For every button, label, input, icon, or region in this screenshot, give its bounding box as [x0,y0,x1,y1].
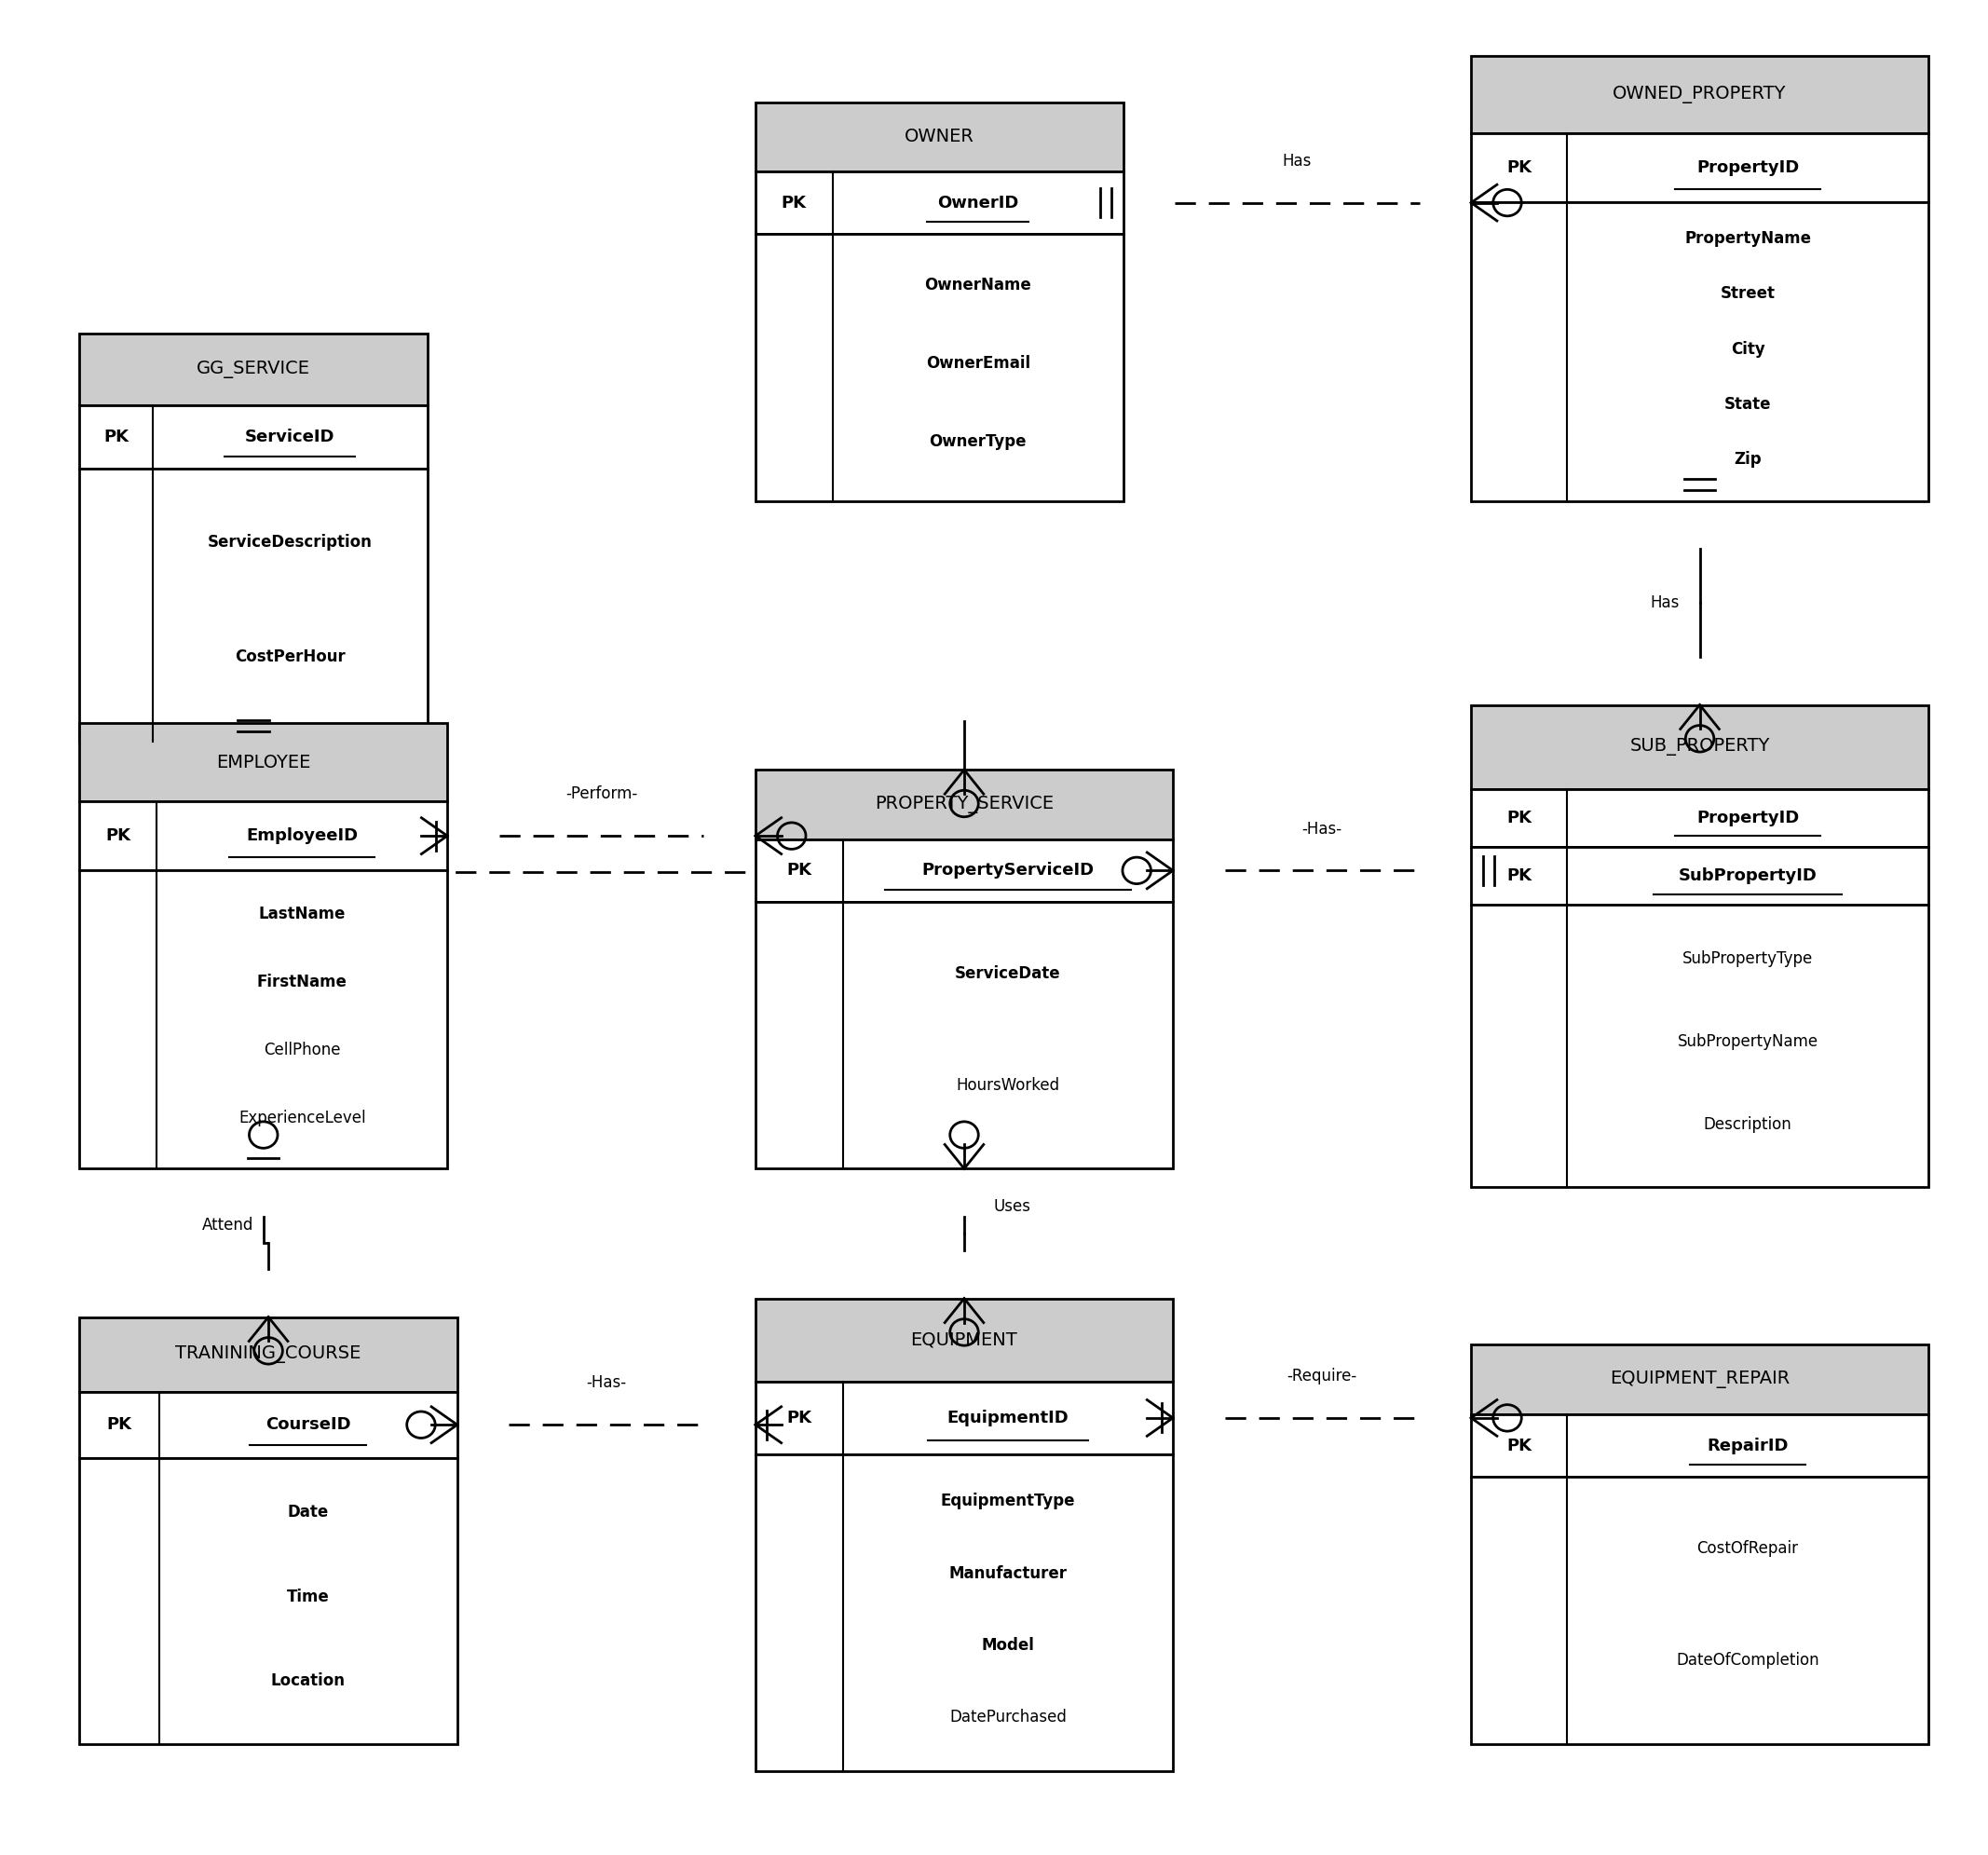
Bar [755,1382,1173,1454]
Text: SubPropertyType: SubPropertyType [1682,950,1813,966]
Text: Location: Location [270,1671,346,1690]
Text: ExperienceLevel: ExperienceLevel [239,1109,366,1126]
Bar [1471,848,1928,905]
Text: PK: PK [781,195,807,211]
Text: SubPropertyName: SubPropertyName [1678,1033,1819,1050]
Text: PK: PK [103,429,129,445]
Bar [1471,56,1928,134]
Text: PropertyID: PropertyID [1696,811,1799,827]
Text: EquipmentID: EquipmentID [946,1410,1070,1426]
Text: Time: Time [286,1588,330,1605]
Text: CellPhone: CellPhone [264,1043,340,1059]
Bar [80,723,447,801]
Bar [80,1458,457,1744]
Text: OwnerType: OwnerType [928,434,1026,451]
Text: PK: PK [107,1417,131,1434]
Text: CostOfRepair: CostOfRepair [1698,1540,1799,1556]
Text: PropertyServiceID: PropertyServiceID [922,863,1093,879]
Bar [80,801,447,870]
Text: Uses: Uses [994,1198,1032,1215]
Bar [1471,134,1928,202]
Text: -Perform-: -Perform- [565,787,638,803]
Text: ServiceID: ServiceID [245,429,334,445]
Text: HoursWorked: HoursWorked [956,1076,1060,1094]
Text: FirstName: FirstName [256,974,348,991]
Text: PK: PK [105,827,131,844]
Bar [80,334,427,404]
Text: Has: Has [1650,594,1680,612]
Text: OwnerName: OwnerName [924,276,1032,293]
Bar [1471,202,1928,501]
Text: Attend: Attend [203,1217,252,1234]
Text: CostPerHour: CostPerHour [235,647,346,664]
Text: OWNED_PROPERTY: OWNED_PROPERTY [1612,85,1787,104]
Text: PropertyName: PropertyName [1684,230,1811,247]
Text: Street: Street [1720,286,1775,302]
Bar [1471,1415,1928,1477]
Text: Zip: Zip [1734,451,1761,467]
Text: PROPERTY_SERVICE: PROPERTY_SERVICE [875,796,1054,814]
Text: CourseID: CourseID [264,1417,350,1434]
Bar [755,902,1173,1169]
Text: EQUIPMENT: EQUIPMENT [911,1332,1018,1349]
Text: PK: PK [1507,160,1531,176]
Text: TRANINING_COURSE: TRANINING_COURSE [175,1345,362,1363]
Text: -Has-: -Has- [586,1375,626,1391]
Text: Description: Description [1704,1117,1791,1133]
Bar [1471,788,1928,848]
Text: PropertyID: PropertyID [1696,160,1799,176]
Text: -Require-: -Require- [1286,1367,1358,1384]
Text: PK: PK [787,863,811,879]
Text: PK: PK [1507,868,1531,885]
Bar [1471,1345,1928,1415]
Text: PK: PK [1507,1438,1531,1454]
Bar [80,870,447,1169]
Bar [755,770,1173,840]
Bar [755,234,1123,501]
Bar [80,469,427,742]
Text: Manufacturer: Manufacturer [948,1566,1068,1582]
Text: OwnerEmail: OwnerEmail [926,354,1030,371]
Text: GG_SERVICE: GG_SERVICE [197,360,310,378]
Bar [755,102,1123,173]
Bar [1471,1477,1928,1744]
Text: PK: PK [1507,811,1531,827]
Text: ServiceDescription: ServiceDescription [207,534,372,551]
Text: EQUIPMENT_REPAIR: EQUIPMENT_REPAIR [1610,1371,1789,1389]
Text: -Has-: -Has- [1302,820,1342,837]
Bar [755,840,1173,902]
Text: OwnerID: OwnerID [936,195,1018,211]
Bar [755,1454,1173,1772]
Text: EmployeeID: EmployeeID [247,827,358,844]
Text: LastName: LastName [258,905,346,922]
Text: SUB_PROPERTY: SUB_PROPERTY [1630,738,1769,757]
Text: Model: Model [982,1638,1034,1655]
Text: EMPLOYEE: EMPLOYEE [217,753,310,772]
Text: OWNER: OWNER [905,128,974,147]
Bar [80,1391,457,1458]
Text: Has: Has [1282,152,1312,169]
Bar [1471,905,1928,1187]
Text: ServiceDate: ServiceDate [954,965,1062,981]
Bar [1471,705,1928,788]
Bar [755,173,1123,234]
Text: EquipmentType: EquipmentType [940,1493,1076,1510]
Bar [80,1317,457,1391]
Text: State: State [1724,395,1771,412]
Text: City: City [1732,341,1765,358]
Text: RepairID: RepairID [1708,1438,1789,1454]
Text: Date: Date [288,1504,328,1521]
Text: DateOfCompletion: DateOfCompletion [1676,1651,1819,1670]
Text: DatePurchased: DatePurchased [950,1708,1068,1725]
Bar [80,404,427,469]
Text: PK: PK [787,1410,811,1426]
Bar [755,1298,1173,1382]
Text: SubPropertyID: SubPropertyID [1678,868,1817,885]
